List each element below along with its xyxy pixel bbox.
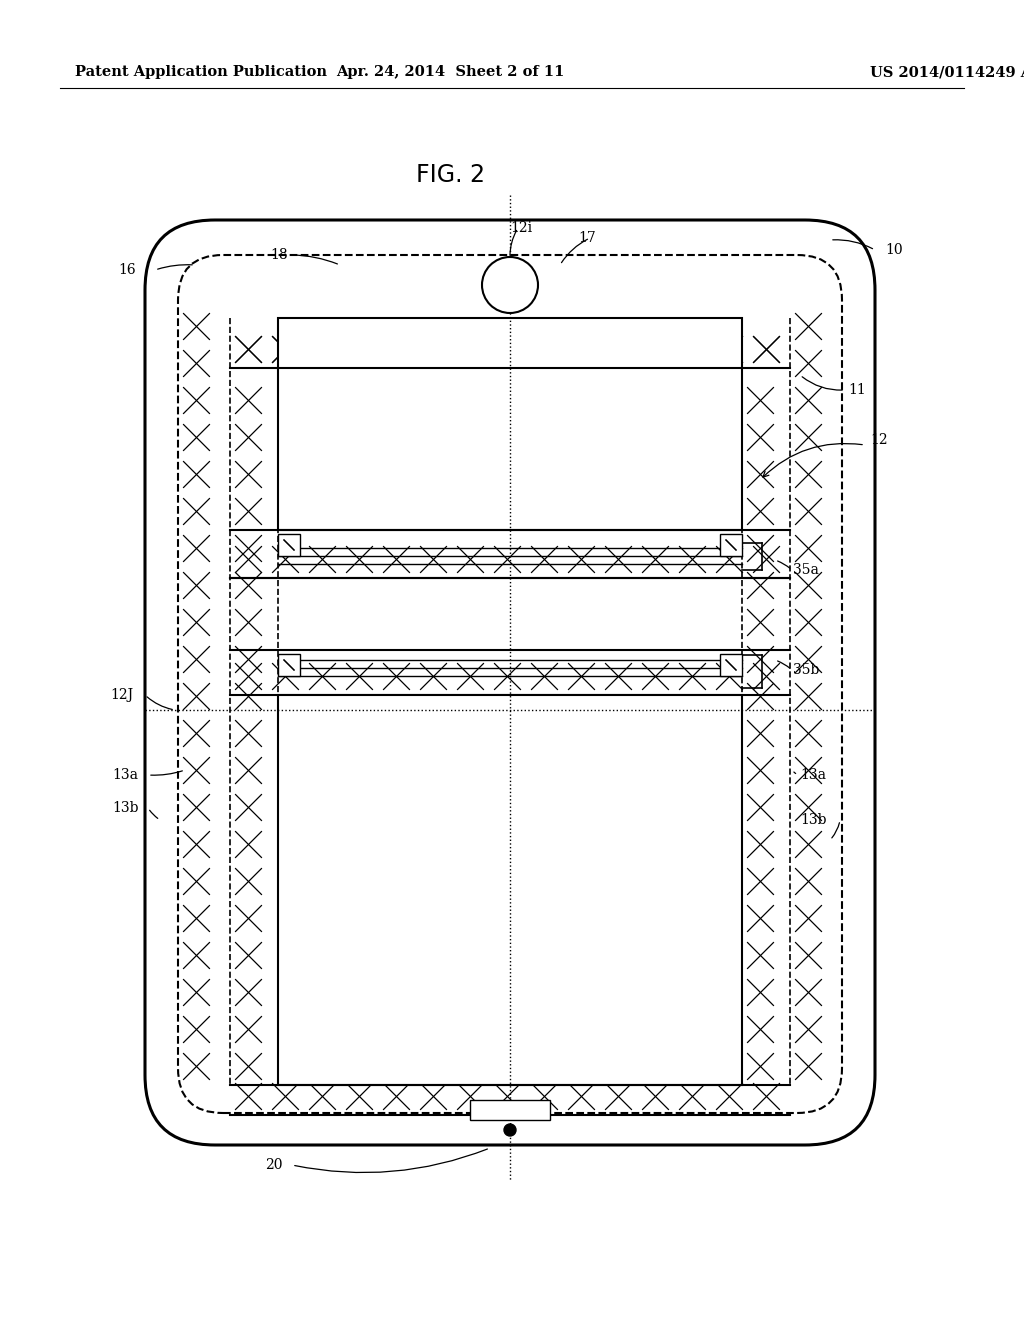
Text: Apr. 24, 2014  Sheet 2 of 11: Apr. 24, 2014 Sheet 2 of 11 xyxy=(336,65,564,79)
Bar xyxy=(720,653,742,676)
Bar xyxy=(278,535,300,556)
Text: Patent Application Publication: Patent Application Publication xyxy=(75,65,327,79)
Text: 18: 18 xyxy=(270,248,288,261)
Text: 13a: 13a xyxy=(800,768,826,781)
Bar xyxy=(278,318,742,531)
Text: FIG. 2: FIG. 2 xyxy=(416,162,484,187)
Text: 13a: 13a xyxy=(112,768,138,781)
Text: US 2014/0114249 A1: US 2014/0114249 A1 xyxy=(870,65,1024,79)
Bar xyxy=(720,535,742,556)
Bar xyxy=(470,1100,550,1119)
Text: 12J: 12J xyxy=(110,688,133,702)
Text: 17: 17 xyxy=(578,231,596,246)
Text: 12: 12 xyxy=(870,433,888,447)
Text: 13b: 13b xyxy=(800,813,826,828)
Text: 12i: 12i xyxy=(510,220,532,235)
Text: 16: 16 xyxy=(118,263,135,277)
Text: 20: 20 xyxy=(265,1158,283,1172)
FancyBboxPatch shape xyxy=(145,220,874,1144)
Text: 10: 10 xyxy=(885,243,902,257)
Circle shape xyxy=(482,257,538,313)
Text: 35a: 35a xyxy=(793,564,819,577)
Circle shape xyxy=(504,1125,516,1137)
Text: 11: 11 xyxy=(848,383,865,397)
Text: 13b: 13b xyxy=(112,801,138,814)
Bar xyxy=(278,696,742,1085)
Bar xyxy=(278,653,300,676)
Text: 35b: 35b xyxy=(793,663,819,677)
